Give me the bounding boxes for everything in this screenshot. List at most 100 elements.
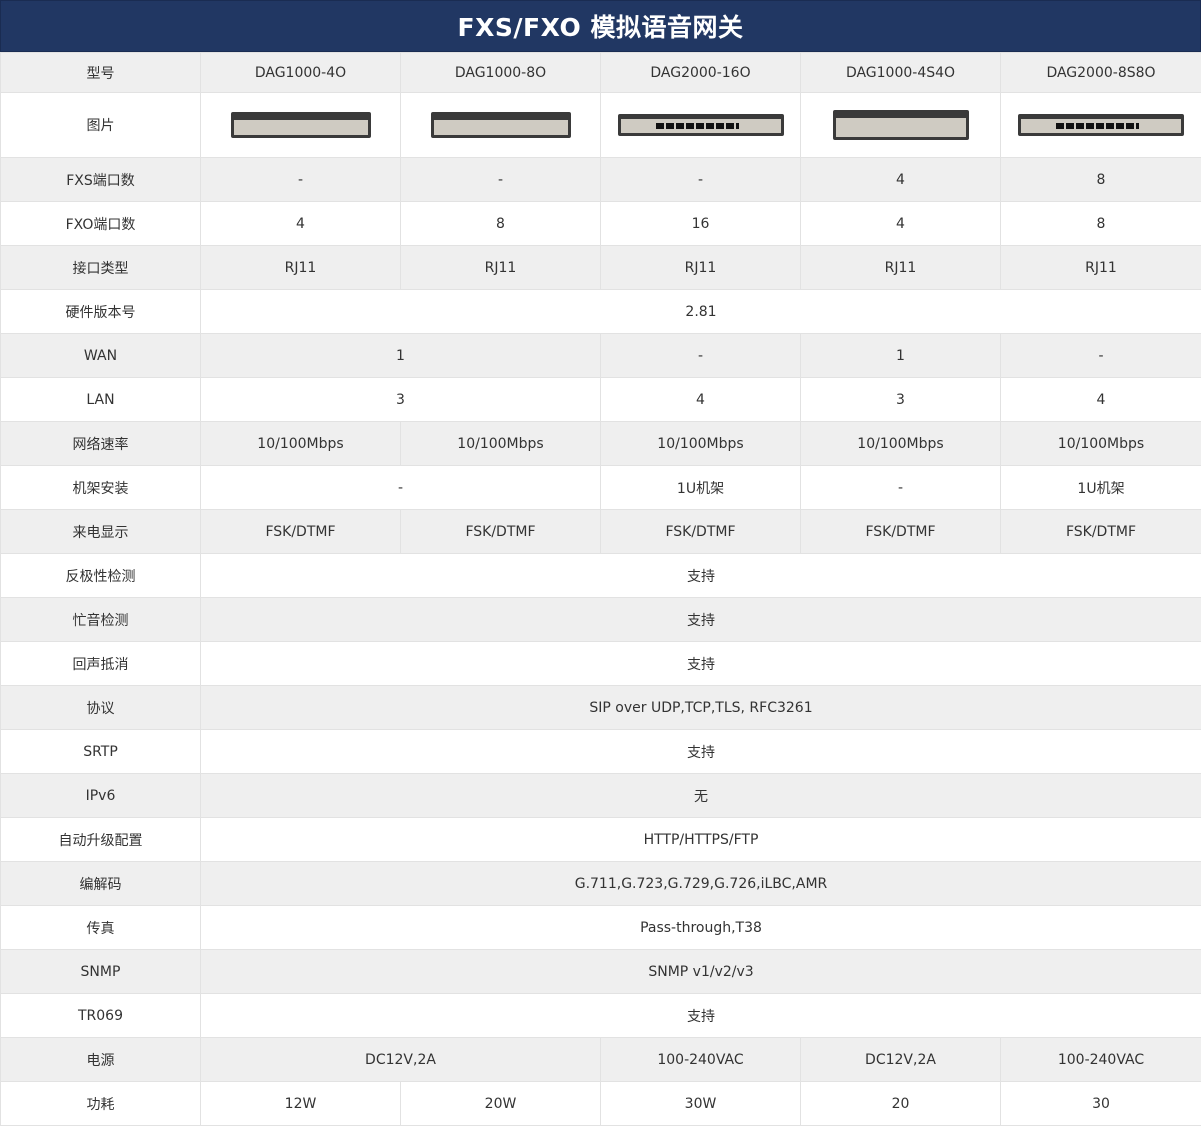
spec-value: -	[200, 465, 601, 510]
spec-row: 协议 SIP over UDP,TCP,TLS, RFC3261	[0, 685, 1201, 730]
spec-value: 10/100Mbps	[200, 421, 401, 466]
spec-value: -	[400, 157, 601, 202]
spec-value: RJ11	[400, 245, 601, 290]
spec-row: 电源 DC12V,2A 100-240VAC DC12V,2A 100-240VAC	[0, 1037, 1201, 1082]
spec-value: 支持	[200, 993, 1201, 1038]
row-label: 回声抵消	[0, 641, 201, 686]
spec-row: 网络速率 10/100Mbps 10/100Mbps 10/100Mbps 10/100…	[0, 421, 1201, 466]
spec-row: TR069 支持	[0, 993, 1201, 1038]
spec-value: FSK/DTMF	[400, 509, 601, 554]
spec-value: RJ11	[800, 245, 1001, 290]
spec-value: 20W	[400, 1081, 601, 1126]
spec-value: 1	[800, 333, 1001, 378]
spec-value: 3	[800, 377, 1001, 422]
spec-value: -	[1000, 333, 1201, 378]
row-label: 协议	[0, 685, 201, 730]
spec-value: 无	[200, 773, 1201, 818]
model-name: DAG1000-4O	[200, 52, 401, 93]
spec-row: 功耗 12W 20W 30W 20 30	[0, 1081, 1201, 1126]
model-name: DAG1000-4S4O	[800, 52, 1001, 93]
row-label: 型号	[0, 52, 201, 93]
row-label: FXS端口数	[0, 157, 201, 202]
model-name: DAG2000-8S8O	[1000, 52, 1201, 93]
spec-value: 8	[1000, 201, 1201, 246]
spec-row: SRTP 支持	[0, 729, 1201, 774]
spec-value: 4	[800, 157, 1001, 202]
spec-value: 支持	[200, 729, 1201, 774]
spec-row: IPv6 无	[0, 773, 1201, 818]
spec-value: RJ11	[600, 245, 801, 290]
spec-value: FSK/DTMF	[800, 509, 1001, 554]
spec-row: 接口类型 RJ11 RJ11 RJ11 RJ11 RJ11	[0, 245, 1201, 290]
device-image-cell	[600, 92, 801, 158]
spec-value: 100-240VAC	[1000, 1037, 1201, 1082]
spec-value: -	[800, 465, 1001, 510]
row-label: 图片	[0, 92, 201, 158]
spec-value: 支持	[200, 597, 1201, 642]
spec-value: 12W	[200, 1081, 401, 1126]
spec-value: RJ11	[200, 245, 401, 290]
row-label: 功耗	[0, 1081, 201, 1126]
spec-value: 100-240VAC	[600, 1037, 801, 1082]
spec-value: FSK/DTMF	[600, 509, 801, 554]
spec-value: -	[200, 157, 401, 202]
spec-value: 支持	[200, 553, 1201, 598]
spec-value: 3	[200, 377, 601, 422]
spec-value: FSK/DTMF	[1000, 509, 1201, 554]
spec-value: 10/100Mbps	[600, 421, 801, 466]
spec-value: HTTP/HTTPS/FTP	[200, 817, 1201, 862]
model-header-row: 型号 DAG1000-4O DAG1000-8O DAG2000-16O DAG1000…	[0, 52, 1201, 93]
spec-value: G.711,G.723,G.729,G.726,iLBC,AMR	[200, 861, 1201, 906]
spec-value: 支持	[200, 641, 1201, 686]
spec-value: -	[600, 157, 801, 202]
spec-value: 4	[1000, 377, 1201, 422]
spec-value: SIP over UDP,TCP,TLS, RFC3261	[200, 685, 1201, 730]
row-label: 自动升级配置	[0, 817, 201, 862]
page-title: FXS/FXO 模拟语音网关	[0, 0, 1201, 52]
image-row: 图片	[0, 92, 1201, 158]
spec-row: 自动升级配置 HTTP/HTTPS/FTP	[0, 817, 1201, 862]
spec-row: 来电显示 FSK/DTMF FSK/DTMF FSK/DTMF FSK/DTMF FSK/…	[0, 509, 1201, 554]
device-image-cell	[400, 92, 601, 158]
spec-row: 机架安装 -1U机架 -1U机架	[0, 465, 1201, 510]
device-image-cell	[1000, 92, 1201, 158]
spec-value: 10/100Mbps	[400, 421, 601, 466]
spec-row: 忙音检测 支持	[0, 597, 1201, 642]
spec-value: 1	[200, 333, 601, 378]
spec-value: Pass-through,T38	[200, 905, 1201, 950]
row-label: 忙音检测	[0, 597, 201, 642]
spec-row: 硬件版本号 2.81	[0, 289, 1201, 334]
spec-value: 30	[1000, 1081, 1201, 1126]
spec-row: SNMP SNMP v1/v2/v3	[0, 949, 1201, 994]
spec-value: 8	[400, 201, 601, 246]
spec-value: 20	[800, 1081, 1001, 1126]
row-label: IPv6	[0, 773, 201, 818]
row-label: TR069	[0, 993, 201, 1038]
row-label: 反极性检测	[0, 553, 201, 598]
spec-row: 反极性检测 支持	[0, 553, 1201, 598]
row-label: WAN	[0, 333, 201, 378]
spec-value: 4	[600, 377, 801, 422]
spec-value: 16	[600, 201, 801, 246]
row-label: LAN	[0, 377, 201, 422]
row-label: 电源	[0, 1037, 201, 1082]
model-name: DAG1000-8O	[400, 52, 601, 93]
row-label: 编解码	[0, 861, 201, 906]
device-image	[430, 112, 571, 138]
spec-value: 10/100Mbps	[800, 421, 1001, 466]
row-label: 接口类型	[0, 245, 201, 290]
device-image	[617, 114, 784, 136]
spec-row: WAN 1-1-	[0, 333, 1201, 378]
spec-value: 8	[1000, 157, 1201, 202]
spec-value: FSK/DTMF	[200, 509, 401, 554]
spec-value: 1U机架	[600, 465, 801, 510]
row-label: FXO端口数	[0, 201, 201, 246]
spec-value: DC12V,2A	[200, 1037, 601, 1082]
spec-value: 4	[800, 201, 1001, 246]
spec-row: 回声抵消 支持	[0, 641, 1201, 686]
row-label: 机架安装	[0, 465, 201, 510]
spec-row: LAN 3 4 3 4	[0, 377, 1201, 422]
spec-value: 4	[200, 201, 401, 246]
row-label: 网络速率	[0, 421, 201, 466]
device-image	[832, 110, 969, 140]
